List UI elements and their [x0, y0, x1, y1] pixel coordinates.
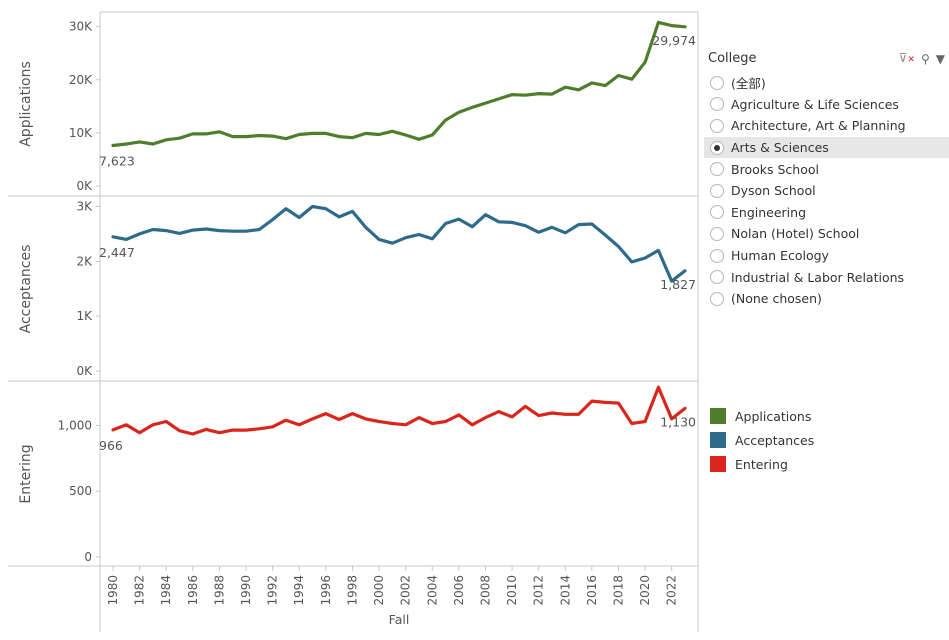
x-tick-label: 2020 — [638, 575, 652, 606]
y-tick-label: 10K — [69, 126, 93, 140]
first-value-label: 966 — [99, 438, 123, 453]
radio-icon[interactable] — [710, 291, 724, 306]
legend-swatch — [710, 456, 726, 472]
x-tick-label: 1998 — [345, 575, 359, 606]
y-tick-label: 0 — [84, 550, 92, 564]
series-line-acceptances — [111, 204, 687, 283]
radio-icon[interactable] — [710, 205, 724, 220]
y-tick-label: 0K — [76, 364, 93, 378]
filter-option-label: Brooks School — [731, 161, 819, 177]
y-tick-label: 1,000 — [58, 418, 92, 432]
filter-option[interactable]: Engineering — [704, 202, 949, 224]
legend-item[interactable]: Applications — [710, 404, 814, 428]
filter-option[interactable]: Human Ecology — [704, 245, 949, 267]
y-tick-label: 3K — [76, 199, 93, 213]
x-tick-label: 2008 — [478, 575, 492, 606]
y-tick-label: 2K — [76, 254, 93, 268]
y-axis-title-acceptances: Acceptances — [18, 245, 34, 334]
last-value-label: 29,974 — [652, 33, 696, 48]
legend-item[interactable]: Acceptances — [710, 428, 814, 452]
x-tick-label: 2016 — [585, 575, 599, 606]
radio-icon[interactable] — [710, 226, 724, 241]
radio-icon[interactable] — [710, 97, 724, 112]
y-axis-title-entering: Entering — [18, 444, 34, 503]
filter-option-label: Human Ecology — [731, 248, 829, 264]
x-tick-label: 2012 — [532, 575, 546, 606]
x-axis-title: Fall — [389, 612, 410, 627]
x-tick-label: 2018 — [611, 575, 625, 606]
series-line-entering — [111, 385, 687, 436]
dropdown-arrow-icon[interactable]: ▼ — [935, 52, 945, 66]
filter-option-label: Agriculture & Life Sciences — [731, 96, 899, 112]
y-tick-label: 20K — [69, 73, 93, 87]
x-tick-label: 2006 — [452, 575, 466, 606]
college-filter: College ⊽✕ ⚲ ▼ (全部) Agriculture & Life Sc… — [704, 50, 949, 310]
filter-option-label: Arts & Sciences — [731, 140, 829, 156]
filter-option-label: Architecture, Art & Planning — [731, 118, 906, 134]
radio-icon[interactable] — [710, 183, 724, 198]
y-tick-label: 1K — [76, 309, 93, 323]
filter-option[interactable]: Architecture, Art & Planning — [704, 115, 949, 137]
legend: Applications Acceptances Entering — [710, 404, 814, 476]
x-tick-label: 1980 — [106, 575, 120, 606]
first-value-label: 7,623 — [99, 154, 135, 169]
x-tick-label: 1986 — [186, 575, 200, 606]
filter-option-label: Nolan (Hotel) School — [731, 226, 860, 242]
x-tick-label: 1992 — [266, 575, 280, 606]
last-value-label: 1,130 — [660, 414, 696, 429]
y-tick-label: 500 — [69, 484, 92, 498]
radio-icon[interactable] — [710, 162, 724, 177]
legend-swatch — [710, 408, 726, 424]
filter-option[interactable]: Dyson School — [704, 180, 949, 202]
first-value-label: 2,447 — [99, 245, 135, 260]
radio-icon[interactable] — [710, 248, 724, 263]
legend-swatch — [710, 432, 726, 448]
radio-selected-icon[interactable] — [710, 140, 724, 155]
x-tick-label: 1994 — [292, 575, 306, 606]
filter-option[interactable]: Nolan (Hotel) School — [704, 223, 949, 245]
filter-option-label: Engineering — [731, 204, 806, 220]
filter-option-label: (None chosen) — [731, 291, 822, 307]
x-tick-label: 2002 — [399, 575, 413, 606]
radio-icon[interactable] — [710, 118, 724, 133]
x-tick-label: 1984 — [159, 575, 173, 606]
y-tick-label: 30K — [69, 20, 93, 34]
filter-option[interactable]: Industrial & Labor Relations — [704, 266, 949, 288]
x-tick-label: 2004 — [425, 575, 439, 606]
y-tick-label: 0K — [76, 179, 93, 193]
x-tick-label: 1996 — [319, 575, 333, 606]
filter-option[interactable]: Agriculture & Life Sciences — [704, 94, 949, 116]
x-tick-label: 2000 — [372, 575, 386, 606]
x-tick-label: 1982 — [133, 575, 147, 606]
search-icon[interactable]: ⚲ — [920, 52, 930, 66]
y-axis-title-applications: Applications — [18, 61, 34, 147]
x-tick-label: 1988 — [212, 575, 226, 606]
filter-option-label: Dyson School — [731, 183, 816, 199]
filter-option[interactable]: Brooks School — [704, 158, 949, 180]
legend-label: Acceptances — [735, 432, 815, 448]
last-value-label: 1,827 — [660, 277, 696, 292]
filter-options: (全部) Agriculture & Life Sciences Architect… — [704, 72, 949, 310]
filter-option[interactable]: (全部) — [704, 72, 949, 94]
radio-icon[interactable] — [710, 75, 724, 90]
legend-label: Entering — [735, 456, 788, 472]
chart-area: 0K 10K 20K 30K Applications 7,623 29,974 0K 1K 2K… — [8, 11, 699, 632]
filter-option[interactable]: Arts & Sciences — [704, 136, 949, 159]
filter-option-label: (全部) — [731, 76, 766, 92]
legend-item[interactable]: Entering — [710, 452, 814, 476]
radio-icon[interactable] — [710, 270, 724, 285]
x-tick-label: 2014 — [558, 575, 572, 606]
legend-label: Applications — [735, 408, 812, 424]
filter-option-label: Industrial & Labor Relations — [731, 269, 905, 285]
series-line-applications — [111, 20, 687, 148]
filter-title: College — [708, 51, 757, 66]
x-tick-label: 1990 — [239, 575, 253, 606]
x-tick-label: 2022 — [665, 575, 679, 606]
filter-option[interactable]: (None chosen) — [704, 288, 949, 310]
filter-clear-icon[interactable]: ⊽✕ — [898, 51, 915, 65]
x-tick-label: 2010 — [505, 575, 519, 606]
